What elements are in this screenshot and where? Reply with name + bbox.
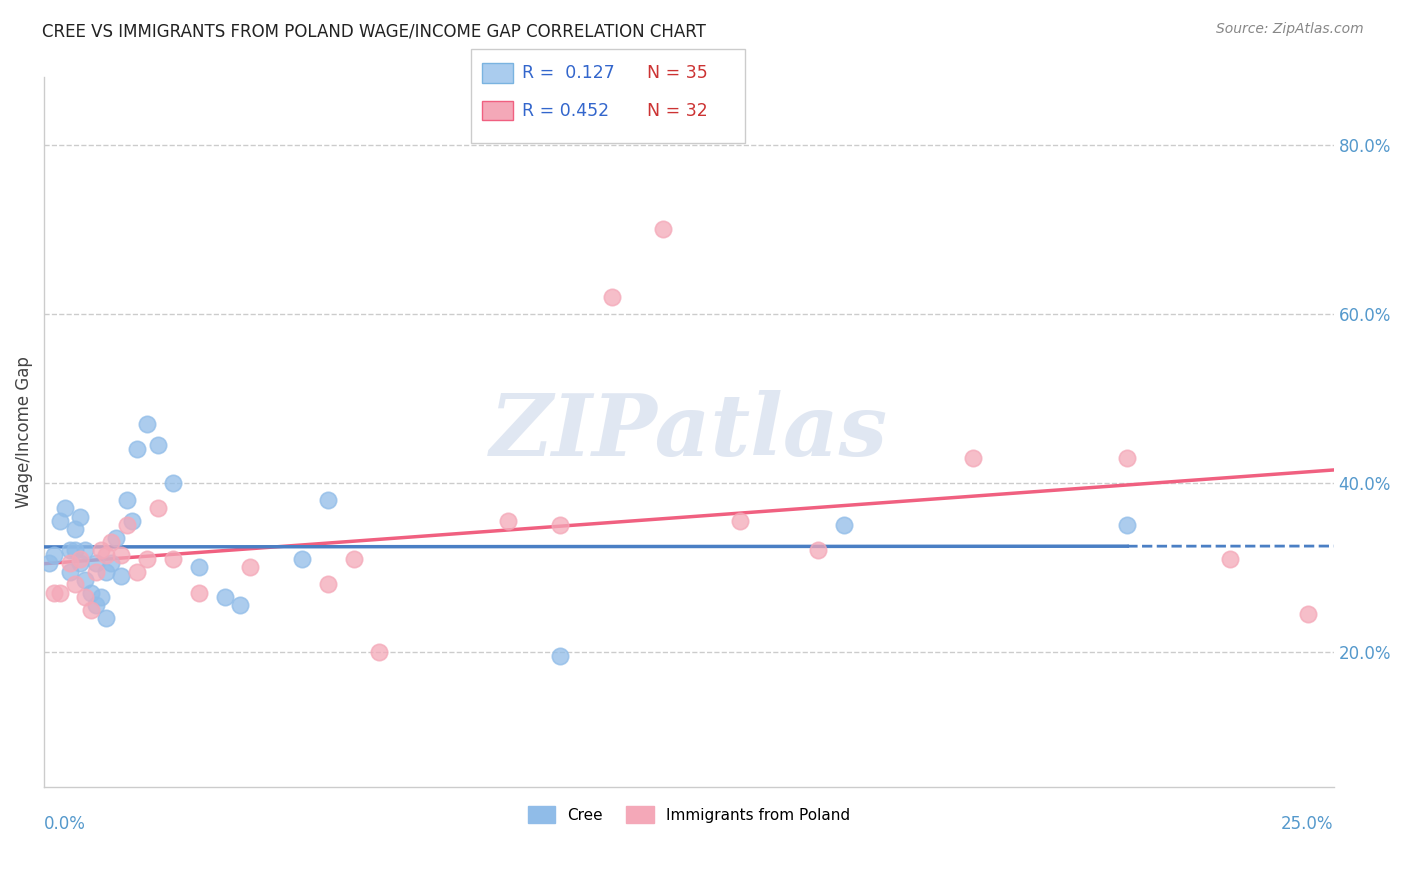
Point <box>214 590 236 604</box>
Point <box>115 492 138 507</box>
Text: 0.0%: 0.0% <box>44 815 86 833</box>
Point <box>962 450 984 465</box>
Point <box>136 417 159 431</box>
Point <box>342 552 364 566</box>
Point <box>807 543 830 558</box>
Text: 25.0%: 25.0% <box>1281 815 1334 833</box>
Point <box>79 602 101 616</box>
Point <box>121 514 143 528</box>
Text: ZIPatlas: ZIPatlas <box>489 391 889 474</box>
Point <box>548 648 571 663</box>
Point <box>94 565 117 579</box>
Point <box>291 552 314 566</box>
Legend: Cree, Immigrants from Poland: Cree, Immigrants from Poland <box>522 800 856 829</box>
Text: N = 35: N = 35 <box>647 64 707 82</box>
Point <box>125 442 148 456</box>
Point <box>146 438 169 452</box>
Point <box>187 585 209 599</box>
Point <box>316 492 339 507</box>
Point <box>105 531 128 545</box>
Text: Source: ZipAtlas.com: Source: ZipAtlas.com <box>1216 22 1364 37</box>
Point <box>110 548 132 562</box>
Text: N = 32: N = 32 <box>647 102 707 120</box>
Point <box>1296 607 1319 621</box>
Point <box>84 565 107 579</box>
Text: R = 0.452: R = 0.452 <box>522 102 609 120</box>
Point <box>125 565 148 579</box>
Point <box>75 590 97 604</box>
Point <box>59 556 82 570</box>
Text: CREE VS IMMIGRANTS FROM POLAND WAGE/INCOME GAP CORRELATION CHART: CREE VS IMMIGRANTS FROM POLAND WAGE/INCO… <box>42 22 706 40</box>
Point <box>84 599 107 613</box>
Point <box>229 599 252 613</box>
Point <box>90 590 112 604</box>
Y-axis label: Wage/Income Gap: Wage/Income Gap <box>15 356 32 508</box>
Point <box>75 543 97 558</box>
Point <box>548 518 571 533</box>
Point <box>79 585 101 599</box>
Point <box>498 514 520 528</box>
Point <box>48 585 70 599</box>
Point <box>1116 450 1139 465</box>
Point <box>146 501 169 516</box>
Point <box>600 290 623 304</box>
Point <box>100 556 122 570</box>
Point <box>84 556 107 570</box>
Point <box>832 518 855 533</box>
Point <box>110 568 132 582</box>
Point <box>316 577 339 591</box>
Point <box>187 560 209 574</box>
Point <box>69 552 91 566</box>
Point <box>44 585 66 599</box>
Point <box>59 543 82 558</box>
Point <box>239 560 262 574</box>
Point <box>38 556 60 570</box>
Point <box>94 548 117 562</box>
Point <box>100 535 122 549</box>
Point <box>368 645 391 659</box>
Point <box>730 514 752 528</box>
Point <box>44 548 66 562</box>
Point <box>59 565 82 579</box>
Point <box>90 543 112 558</box>
Point <box>94 611 117 625</box>
Point <box>162 475 184 490</box>
Point <box>115 518 138 533</box>
Point <box>136 552 159 566</box>
Point <box>1219 552 1241 566</box>
Point <box>652 222 675 236</box>
Point <box>69 556 91 570</box>
Point <box>48 514 70 528</box>
Point <box>53 501 76 516</box>
Point <box>63 577 86 591</box>
Point <box>63 522 86 536</box>
Point <box>69 509 91 524</box>
Point <box>1116 518 1139 533</box>
Text: R =  0.127: R = 0.127 <box>522 64 614 82</box>
Point <box>63 543 86 558</box>
Point <box>162 552 184 566</box>
Point <box>75 573 97 587</box>
